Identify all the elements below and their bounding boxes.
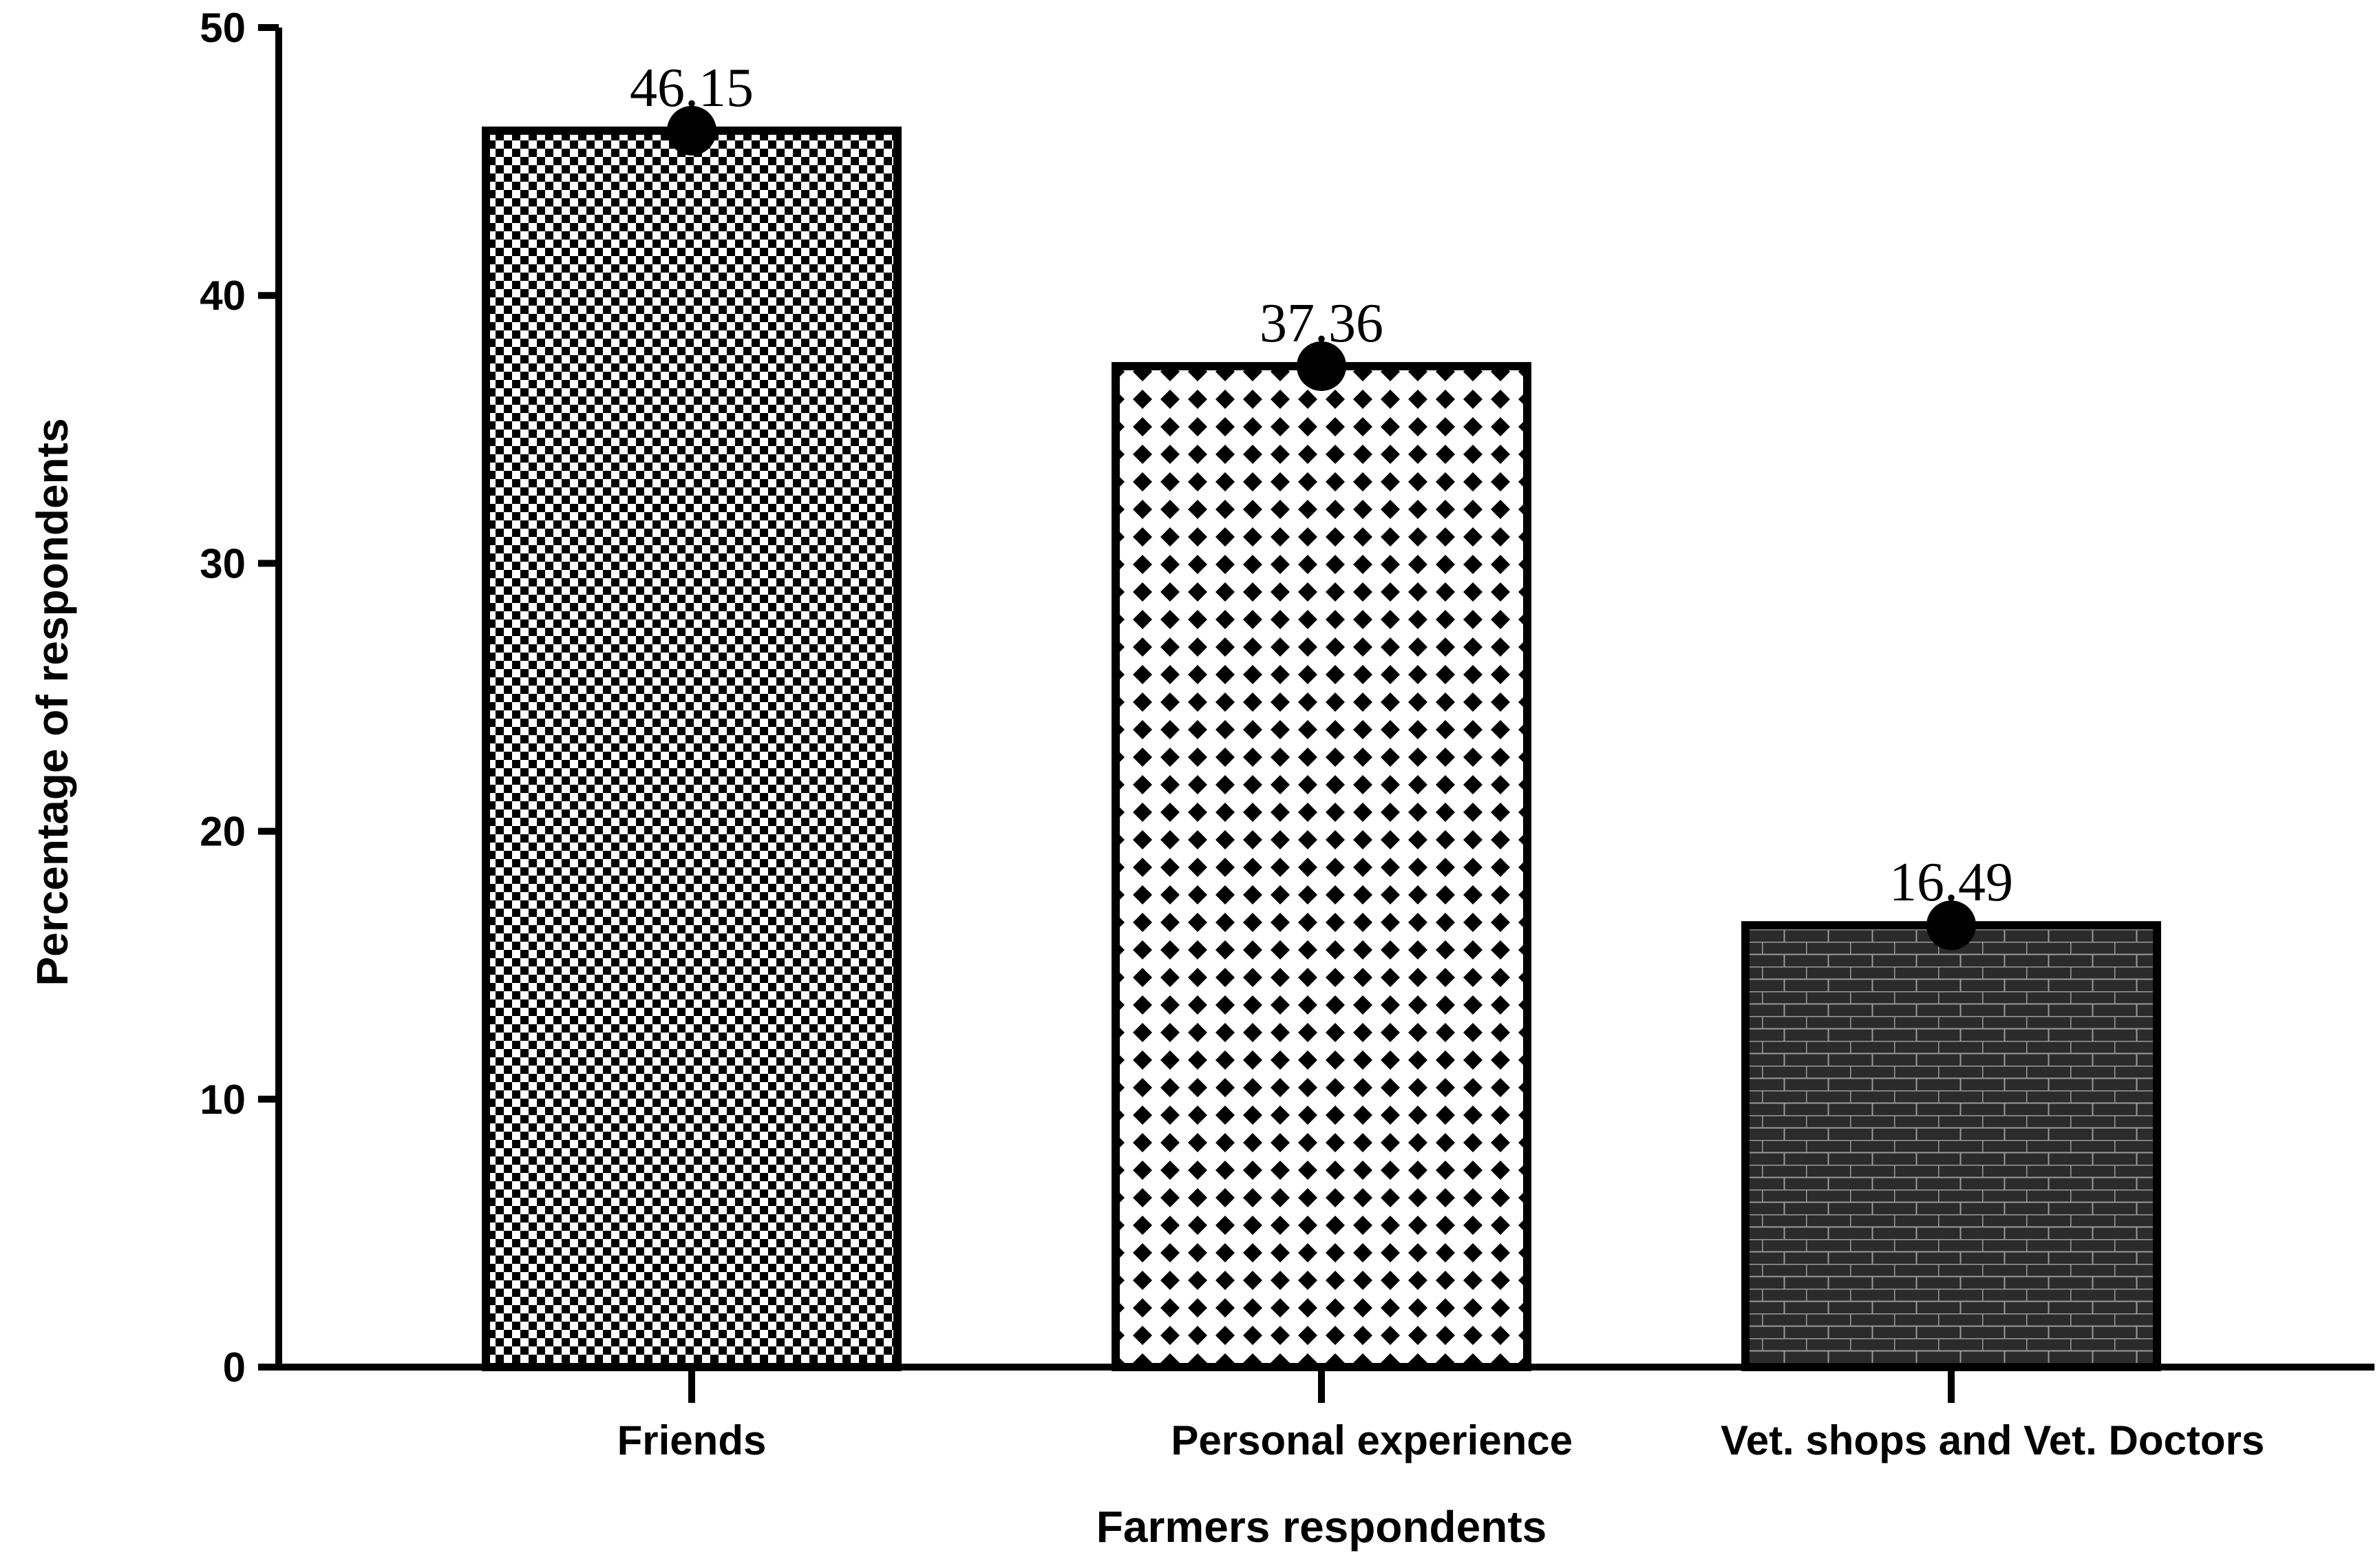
bar — [482, 126, 902, 1371]
bar — [1112, 361, 1531, 1371]
x-category-label: Personal experience — [1171, 1417, 1573, 1463]
data-point-marker — [1297, 341, 1346, 391]
y-tick-label: 20 — [200, 809, 246, 855]
y-tick-label: 40 — [200, 273, 246, 319]
bar — [1741, 921, 2161, 1371]
y-axis-ticks: 0 10 20 30 40 50 — [200, 5, 279, 1390]
x-category-label: Vet. shops and Vet. Doctors — [1721, 1417, 2264, 1463]
y-axis-title: Percentage of respondents — [28, 418, 77, 986]
y-tick-label: 0 — [223, 1344, 246, 1390]
x-axis-title: Farmers respondents — [1096, 1502, 1547, 1552]
data-point-marker — [1926, 900, 1976, 951]
x-category-label: Friends — [617, 1417, 767, 1463]
y-tick-label: 10 — [200, 1077, 246, 1123]
data-point-marker — [667, 105, 716, 156]
y-tick-label: 30 — [200, 540, 246, 586]
y-tick-label: 50 — [200, 5, 246, 51]
x-axis-ticks: Friends Personal experience Vet. shops and… — [617, 1367, 2264, 1463]
